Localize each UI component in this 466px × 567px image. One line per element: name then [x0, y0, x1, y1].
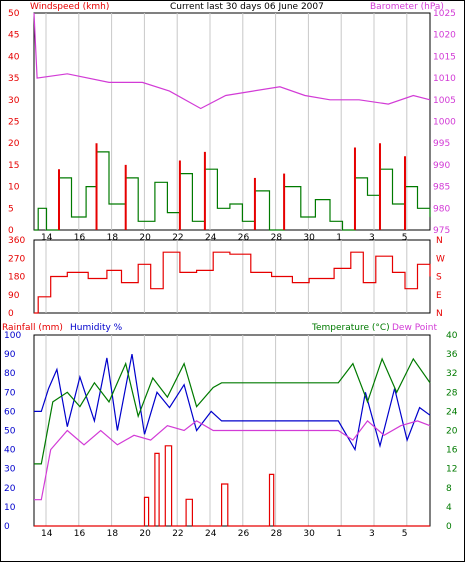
- y-tick-right-compass: W: [436, 254, 445, 264]
- dewpoint-label: Dew Point: [392, 323, 438, 333]
- y-tick-right-baro: 1000: [433, 118, 456, 128]
- chart-title: Current last 30 days 06 June 2007: [170, 2, 324, 12]
- y-tick-right-temperature: 16: [446, 446, 458, 456]
- y-tick-left-direction: 360: [8, 236, 25, 246]
- y-tick-right-baro: 980: [433, 204, 450, 214]
- y-tick-right-baro: 985: [433, 183, 450, 193]
- y-tick-left-direction: 0: [8, 309, 14, 319]
- y-tick-left-humidity: 40: [4, 446, 16, 456]
- x-tick-label-top: 30: [303, 233, 315, 243]
- y-tick-left-humidity: 30: [4, 465, 16, 475]
- x-tick-label-bottom: 1: [336, 529, 342, 539]
- y-tick-right-temperature: 40: [446, 331, 458, 341]
- y-tick-left-humidity: 50: [4, 427, 16, 437]
- y-tick-left-wind: 5: [8, 204, 14, 214]
- rainfall-label: Rainfall (mm): [2, 323, 63, 333]
- x-tick-label-top: 1: [336, 233, 342, 243]
- y-tick-right-temperature: 0: [446, 522, 452, 532]
- x-tick-label-bottom: 20: [139, 529, 151, 539]
- x-tick-label-bottom: 30: [303, 529, 315, 539]
- x-tick-label-bottom: 16: [74, 529, 86, 539]
- y-tick-left-humidity: 10: [4, 503, 16, 513]
- y-tick-left-wind: 20: [8, 139, 20, 149]
- x-tick-label-bottom: 24: [205, 529, 217, 539]
- y-tick-right-baro: 1015: [433, 52, 456, 62]
- x-tick-label-top: 24: [205, 233, 217, 243]
- y-tick-left-humidity: 0: [4, 522, 10, 532]
- y-tick-left-direction: 270: [8, 254, 25, 264]
- x-tick-label-top: 3: [369, 233, 375, 243]
- barometer-label: Barometer (hPa): [370, 2, 444, 12]
- y-tick-left-wind: 0: [8, 226, 14, 236]
- y-tick-left-wind: 10: [8, 183, 20, 193]
- series-dewpoint: [34, 420, 431, 501]
- x-tick-label-bottom: 22: [172, 529, 183, 539]
- humidity-label: Humidity %: [70, 323, 123, 333]
- y-tick-left-humidity: 80: [4, 369, 16, 379]
- x-tick-label-top: 28: [271, 233, 283, 243]
- y-tick-right-baro: 975: [433, 226, 450, 236]
- y-tick-left-wind: 35: [8, 74, 19, 84]
- y-tick-left-humidity: 90: [4, 350, 16, 360]
- x-tick-label-top: 22: [172, 233, 183, 243]
- y-tick-right-temperature: 28: [446, 388, 458, 398]
- x-tick-label-bottom: 26: [238, 529, 250, 539]
- y-tick-left-direction: 90: [8, 291, 20, 301]
- y-tick-right-temperature: 36: [446, 350, 458, 360]
- x-tick-label-bottom: 3: [369, 529, 375, 539]
- y-tick-right-temperature: 4: [446, 503, 452, 513]
- y-tick-left-wind: 30: [8, 96, 20, 106]
- y-tick-right-baro: 1005: [433, 96, 456, 106]
- x-tick-label-top: 14: [41, 233, 53, 243]
- series-windspeed: [34, 151, 431, 231]
- x-tick-label-top: 20: [139, 233, 151, 243]
- y-tick-right-compass: S: [436, 273, 442, 283]
- y-tick-right-baro: 995: [433, 139, 450, 149]
- x-tick-label-top: 18: [107, 233, 119, 243]
- series-barometer: [33, 12, 431, 110]
- temperature-label: Temperature (°C): [311, 323, 390, 333]
- y-tick-left-humidity: 20: [4, 484, 16, 494]
- series-humidity: [34, 353, 431, 452]
- x-tick-label-bottom: 14: [41, 529, 53, 539]
- y-tick-left-wind: 25: [8, 118, 19, 128]
- y-tick-right-baro: 990: [433, 161, 450, 171]
- y-tick-left-wind: 50: [8, 9, 20, 19]
- y-tick-right-compass: E: [436, 291, 442, 301]
- y-tick-right-temperature: 32: [446, 369, 457, 379]
- x-tick-label-top: 26: [238, 233, 250, 243]
- y-tick-right-temperature: 24: [446, 407, 458, 417]
- y-tick-right-compass: N: [436, 309, 443, 319]
- y-tick-left-wind: 15: [8, 161, 19, 171]
- y-tick-right-baro: 1025: [433, 9, 456, 19]
- x-tick-label-top: 16: [74, 233, 86, 243]
- series-direction: [34, 251, 431, 314]
- y-tick-right-temperature: 20: [446, 427, 458, 437]
- series-rainfall: [34, 445, 430, 527]
- x-tick-label-bottom: 28: [271, 529, 283, 539]
- y-tick-right-temperature: 8: [446, 484, 452, 494]
- y-tick-left-humidity: 60: [4, 407, 16, 417]
- y-tick-right-temperature: 12: [446, 465, 457, 475]
- y-tick-right-compass: N: [436, 236, 443, 246]
- x-tick-label-top: 5: [402, 233, 408, 243]
- y-tick-left-humidity: 100: [4, 331, 21, 341]
- y-tick-left-wind: 45: [8, 31, 19, 41]
- series-temperature: [34, 357, 431, 465]
- y-tick-left-wind: 40: [8, 52, 20, 62]
- y-tick-right-baro: 1020: [433, 31, 456, 41]
- x-tick-label-bottom: 18: [107, 529, 119, 539]
- y-tick-left-humidity: 70: [4, 388, 16, 398]
- windspeed-label: Windspeed (kmh): [30, 2, 109, 12]
- x-tick-label-bottom: 5: [402, 529, 408, 539]
- panel-direction: [33, 239, 431, 314]
- y-tick-right-baro: 1010: [433, 74, 456, 84]
- y-tick-left-direction: 180: [8, 273, 25, 283]
- panel-wind-baro: [33, 12, 431, 231]
